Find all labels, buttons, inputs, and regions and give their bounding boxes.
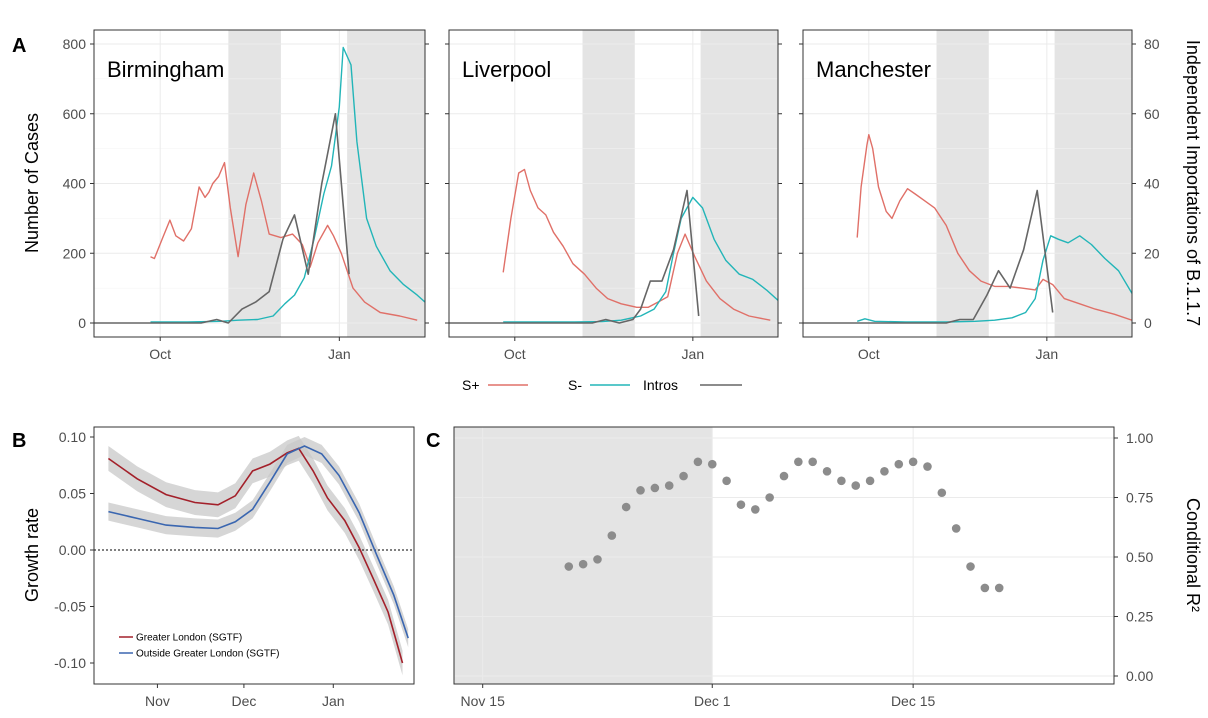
series-line-s-plus xyxy=(150,161,418,321)
plot-frame xyxy=(93,426,415,685)
x-tick-label: Dec xyxy=(231,693,256,709)
y-tick-label-growth: 0.05 xyxy=(59,486,86,502)
y-tick-label-r2: 0.00 xyxy=(1126,668,1153,684)
panel-letter-b: B xyxy=(12,430,26,452)
x-tick-label: Jan xyxy=(322,693,345,709)
facet-title: Liverpool xyxy=(462,57,551,82)
plot-frame xyxy=(453,426,1115,685)
data-point xyxy=(564,562,574,571)
data-point xyxy=(722,476,731,486)
y-tick-label-growth: 0.10 xyxy=(59,429,86,445)
data-point xyxy=(751,505,760,514)
x-tick-label: Dec 15 xyxy=(891,693,936,709)
facet-title: Birmingham xyxy=(107,57,224,82)
x-tick-label: Oct xyxy=(149,346,171,362)
legend-label: Intros xyxy=(643,377,678,393)
legend-label: S+ xyxy=(462,377,480,393)
data-point xyxy=(636,486,645,495)
y-tick-label-growth: -0.10 xyxy=(54,655,86,671)
legend-label: Greater London (SGTF) xyxy=(136,633,242,644)
data-point xyxy=(707,459,717,469)
y-tick-label-growth: -0.05 xyxy=(54,599,86,615)
data-point xyxy=(966,562,975,571)
data-point xyxy=(693,457,703,467)
y-tick-label-r2: 0.25 xyxy=(1126,609,1153,625)
y-tick-label-importations: 20 xyxy=(1144,245,1160,261)
data-point xyxy=(794,457,803,467)
data-point xyxy=(593,555,602,564)
data-point xyxy=(621,502,631,512)
confidence-band xyxy=(108,435,403,676)
data-point xyxy=(851,481,861,490)
x-tick-label: Jan xyxy=(682,346,705,362)
series-line-s-minus xyxy=(150,46,425,323)
y-tick-label-r2: 1.00 xyxy=(1126,430,1153,446)
facet-title: Manchester xyxy=(816,57,931,82)
panel-letter-a: A xyxy=(12,35,26,57)
data-point xyxy=(664,481,674,490)
series-line-greater-london xyxy=(107,447,404,664)
y-tick-label-importations: 60 xyxy=(1144,106,1160,122)
data-point xyxy=(837,476,846,486)
axis-title-cases: Number of Cases xyxy=(22,113,42,253)
y-tick-label-importations: 40 xyxy=(1144,176,1160,192)
x-tick-label: Nov xyxy=(145,693,170,709)
y-tick-label-cases: 400 xyxy=(63,176,87,192)
data-point xyxy=(994,583,1004,593)
series-line-s-plus xyxy=(502,168,771,321)
x-tick-label: Oct xyxy=(858,346,880,362)
series-line-s-plus xyxy=(856,134,1132,321)
y-tick-label-cases: 800 xyxy=(63,36,87,52)
y-tick-label-growth: 0.00 xyxy=(59,542,86,558)
data-point xyxy=(779,471,789,481)
series-line-outside-london xyxy=(108,445,409,639)
series-line-s-minus xyxy=(856,235,1132,323)
data-point xyxy=(865,476,875,486)
y-tick-label-importations: 0 xyxy=(1144,315,1152,331)
y-tick-label-r2: 0.75 xyxy=(1126,490,1153,506)
x-tick-label: Dec 1 xyxy=(694,693,731,709)
data-point xyxy=(822,467,832,476)
legend-label: Outside Greater London (SGTF) xyxy=(136,649,279,660)
data-point xyxy=(937,488,947,498)
data-point xyxy=(923,462,932,471)
data-point xyxy=(880,467,889,476)
series-line-intros xyxy=(94,113,350,324)
y-tick-label-cases: 200 xyxy=(63,245,87,261)
x-tick-label: Jan xyxy=(1036,346,1059,362)
data-point xyxy=(980,583,990,593)
data-point xyxy=(578,559,588,569)
data-point xyxy=(679,471,688,481)
data-point xyxy=(894,459,904,469)
y-tick-label-r2: 0.50 xyxy=(1126,549,1153,565)
axis-title-conditional-r2: Conditional R² xyxy=(1183,498,1203,612)
y-tick-label-cases: 0 xyxy=(78,315,86,331)
panel-letter-c: C xyxy=(426,430,440,452)
y-tick-label-cases: 600 xyxy=(63,106,87,122)
data-point xyxy=(650,483,660,493)
series-line-intros xyxy=(449,189,700,324)
data-point xyxy=(808,457,817,467)
data-point xyxy=(951,524,961,533)
x-tick-label: Jan xyxy=(328,346,351,362)
data-point xyxy=(736,500,746,509)
data-point xyxy=(765,493,774,502)
legend-label: S- xyxy=(568,377,582,393)
series-line-intros xyxy=(803,189,1054,324)
shaded-period xyxy=(454,427,713,684)
data-point xyxy=(607,531,617,540)
data-point xyxy=(908,457,918,467)
axis-title-growth-rate: Growth rate xyxy=(22,508,42,602)
x-tick-label: Nov 15 xyxy=(461,693,506,709)
axis-title-importations: Independent Importations of B.1.1.7 xyxy=(1183,40,1203,326)
x-tick-label: Oct xyxy=(504,346,526,362)
y-tick-label-importations: 80 xyxy=(1144,36,1160,52)
